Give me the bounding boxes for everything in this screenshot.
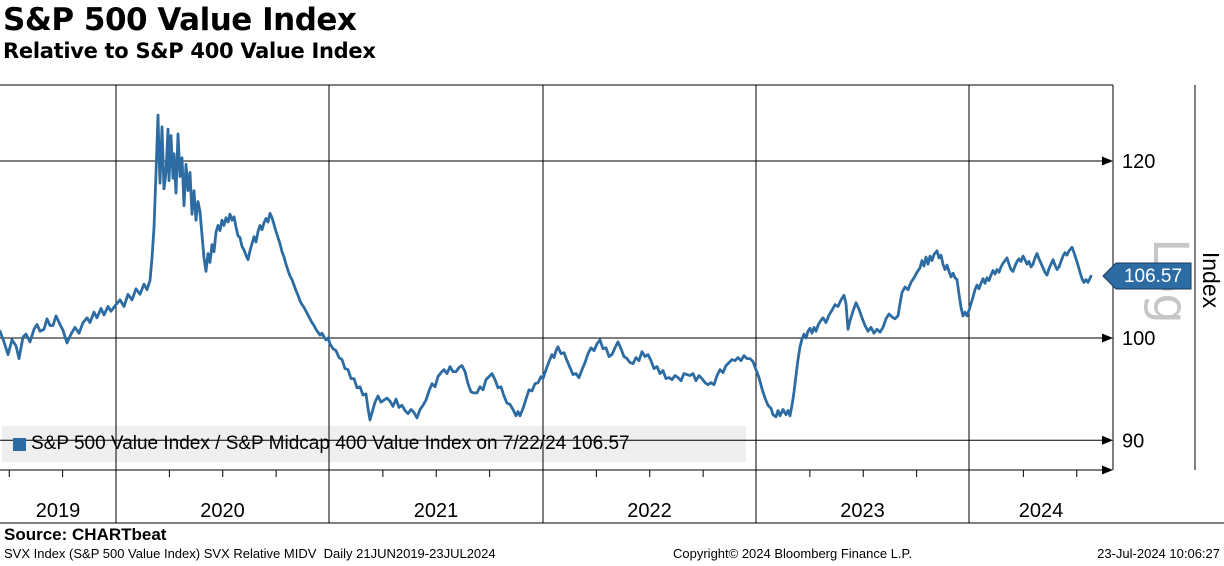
- x-year-label: 2021: [414, 500, 459, 522]
- x-year-label: 2023: [840, 500, 885, 522]
- x-year-label: 2022: [627, 500, 672, 522]
- y-tick-label: 120: [1122, 151, 1155, 173]
- x-year-label: 2020: [200, 500, 245, 522]
- y-tick-arrow: [1102, 156, 1113, 166]
- y-tick-arrow: [1102, 333, 1113, 343]
- footer-fineprint: SVX Index (S&P 500 Value Index) SVX Rela…: [0, 546, 1224, 564]
- y-axis-title: Index: [1198, 252, 1224, 309]
- footer-timestamp: 23-Jul-2024 10:06:27: [1097, 546, 1220, 561]
- x-year-label: 2019: [36, 500, 81, 522]
- source-note: Source: CHARTbeat: [4, 525, 167, 544]
- y-tick-label: 90: [1122, 430, 1144, 452]
- legend-background: [2, 426, 746, 462]
- footer-copyright: Copyright© 2024 Bloomberg Finance L.P.: [673, 546, 913, 561]
- chart-header: S&P 500 Value Index Relative to S&P 400 …: [3, 2, 376, 64]
- y-tick-label: 100: [1122, 328, 1155, 350]
- last-price-label: 106.57: [1124, 266, 1182, 287]
- footer-ticker-description: SVX Index (S&P 500 Value Index) SVX Rela…: [4, 546, 496, 561]
- page-title: S&P 500 Value Index: [3, 2, 357, 38]
- x-year-label: 2024: [1019, 500, 1064, 522]
- x-axis-arrow: [1102, 465, 1113, 475]
- last-price-tag: [1102, 262, 1192, 290]
- y-tick-arrow: [1102, 435, 1113, 445]
- legend-marker-swatch: [13, 437, 26, 451]
- legend: S&P 500 Value Index / S&P Midcap 400 Val…: [13, 431, 630, 457]
- series-line: [0, 113, 1093, 422]
- legend-label: S&P 500 Value Index / S&P Midcap 400 Val…: [31, 433, 630, 454]
- page-subtitle: Relative to S&P 400 Value Index: [3, 39, 376, 63]
